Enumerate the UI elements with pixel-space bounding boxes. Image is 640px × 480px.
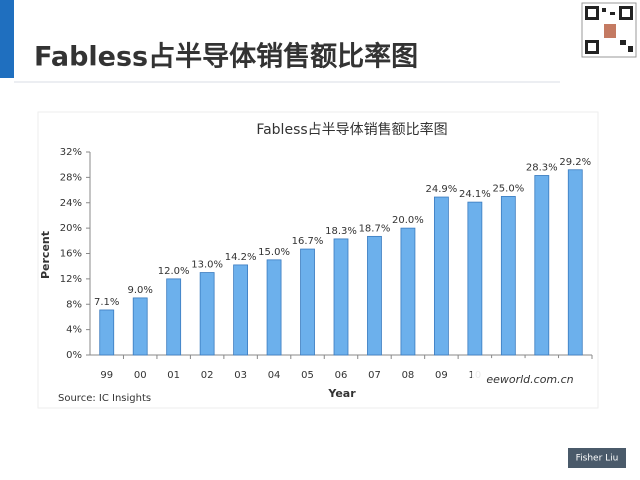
bar	[233, 264, 249, 356]
x-tick-label: 05	[301, 370, 314, 381]
value-label: 9.0%	[127, 285, 152, 296]
bar	[166, 278, 182, 356]
y-tick-label: 28%	[60, 172, 82, 183]
value-label: 18.3%	[325, 226, 357, 237]
x-tick-label: 04	[268, 370, 281, 381]
site-text: eeworld.com.cn	[486, 373, 573, 386]
bar	[367, 235, 382, 356]
y-tick-label: 4%	[66, 325, 82, 336]
y-tick-label: 8%	[66, 299, 82, 310]
bar	[534, 175, 550, 356]
y-tick-label: 12%	[60, 274, 82, 285]
chart-title: Fabless占半导体销售额比率图	[256, 121, 447, 138]
bar	[99, 309, 115, 356]
y-axis-label: Percent	[39, 231, 52, 279]
value-label: 24.9%	[426, 184, 458, 195]
x-tick-label: 03	[234, 370, 247, 381]
source: Source: IC Insights	[58, 393, 151, 404]
bar	[266, 259, 282, 356]
x-tick-label: 02	[201, 370, 214, 381]
y-tick-label: 32%	[60, 147, 82, 158]
value-label: 12.0%	[158, 266, 190, 277]
bar	[433, 196, 449, 356]
x-tick-label: 09	[435, 370, 448, 381]
bar	[400, 227, 416, 356]
bar	[500, 196, 516, 356]
y-tick-label: 16%	[60, 249, 82, 260]
y-tick-label: 0%	[66, 350, 82, 361]
x-tick-label: 06	[335, 370, 348, 381]
value-label: 7.1%	[94, 297, 119, 308]
x-tick-label: 00	[134, 370, 147, 381]
x-tick-label: 99	[100, 370, 113, 381]
value-label: 18.7%	[359, 223, 391, 234]
author-box	[568, 448, 626, 468]
value-label: 28.3%	[526, 162, 558, 173]
author: Fisher Liu	[576, 454, 619, 464]
value-label: 14.2%	[225, 252, 257, 263]
x-tick-label: 01	[167, 370, 180, 381]
value-label: 29.2%	[559, 157, 591, 168]
value-label: 15.0%	[258, 247, 290, 258]
x-tick-label: 07	[368, 370, 381, 381]
value-label: 25.0%	[492, 183, 524, 194]
slide-title: Fabless占半导体销售额比率图	[34, 41, 418, 73]
y-tick-label: 24%	[60, 198, 82, 209]
bar	[199, 272, 215, 356]
site-watermark: eeworld.com.cn	[472, 358, 590, 390]
value-label: 13.0%	[191, 260, 223, 271]
bar	[132, 297, 148, 356]
value-label: 16.7%	[292, 236, 324, 247]
value-label: 20.0%	[392, 215, 424, 226]
qr-code	[581, 2, 637, 58]
bar	[467, 201, 483, 356]
bar	[333, 238, 349, 356]
x-axis-label: Year	[327, 387, 356, 400]
accent-bar	[0, 0, 14, 78]
x-tick-label: 08	[402, 370, 415, 381]
y-tick-label: 20%	[60, 223, 82, 234]
value-label: 24.1%	[459, 189, 491, 200]
bar	[300, 248, 315, 356]
bar	[567, 169, 583, 356]
